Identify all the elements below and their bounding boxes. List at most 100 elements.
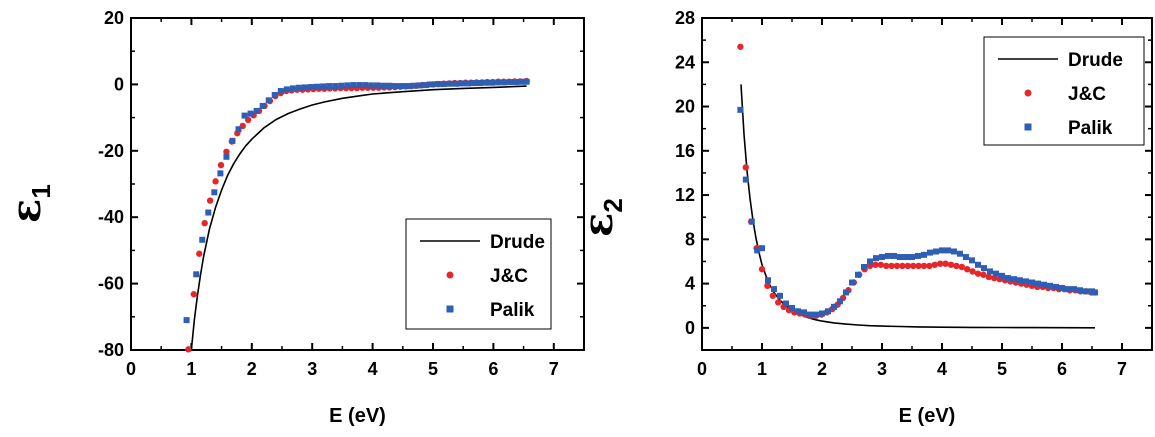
- legend-label: Drude: [1068, 50, 1123, 71]
- y-tick-label: 12: [675, 185, 695, 205]
- palik-point: [891, 252, 897, 259]
- x-tick-label: 6: [488, 359, 498, 379]
- jc-point: [888, 262, 895, 270]
- jc-point: [764, 282, 771, 290]
- palik-point: [1011, 276, 1017, 283]
- palik-point: [1059, 285, 1065, 292]
- palik-point: [229, 137, 236, 144]
- x-tick-label: 5: [428, 359, 438, 379]
- palik-point: [867, 258, 873, 265]
- palik-point: [1041, 281, 1047, 288]
- y-tick-label: -60: [98, 274, 124, 294]
- y-tick-label: 24: [675, 52, 695, 72]
- jc-point: [974, 270, 982, 277]
- palik-point: [1053, 283, 1059, 290]
- jc-point: [217, 161, 225, 169]
- palik-point: [295, 84, 302, 91]
- palik-point: [1005, 275, 1011, 282]
- palik-point: [380, 82, 387, 89]
- palik-point: [253, 107, 260, 114]
- palik-point: [873, 255, 879, 262]
- palik-point: [765, 277, 771, 284]
- palik-point: [789, 304, 795, 311]
- y-tick-label: 0: [685, 318, 695, 338]
- x-tick-label: 4: [937, 359, 947, 379]
- palik-point: [813, 311, 819, 318]
- palik-point: [289, 85, 296, 92]
- palik-point: [410, 82, 417, 89]
- palik-point: [440, 81, 447, 88]
- palik-point: [837, 298, 843, 305]
- jc-point: [953, 262, 960, 270]
- jc-point: [206, 197, 214, 204]
- palik-point: [217, 170, 224, 177]
- y-axis-title: ε2: [575, 198, 628, 237]
- jc-point: [883, 262, 890, 270]
- legend-label: J&C: [1068, 84, 1106, 105]
- jc-point: [737, 43, 744, 50]
- jc-point: [223, 148, 230, 155]
- palik-point: [223, 153, 230, 160]
- legend: Drude J&C Palik: [983, 36, 1145, 146]
- palik-point: [754, 247, 761, 254]
- palik-point: [326, 83, 333, 90]
- palik-point: [458, 80, 465, 87]
- palik-point: [957, 250, 963, 257]
- jc-point: [190, 291, 198, 298]
- palik-point: [307, 84, 314, 91]
- palik-point: [831, 303, 837, 310]
- palik-point: [897, 254, 903, 261]
- palik-point: [374, 82, 381, 89]
- drude-line: [190, 85, 527, 350]
- plot-frame: [701, 17, 1153, 351]
- palik-point: [951, 248, 957, 255]
- palik-point: [1077, 287, 1083, 294]
- legend-label: Drude: [490, 232, 545, 253]
- palik-point: [350, 82, 357, 89]
- palik-point: [849, 279, 855, 286]
- palik-point: [933, 248, 939, 255]
- jc-point: [742, 164, 749, 171]
- palik-point: [825, 308, 831, 315]
- x-tick-label: 0: [126, 359, 136, 379]
- palik-point: [183, 317, 190, 324]
- palik-point: [843, 289, 849, 296]
- palik-point: [368, 82, 375, 89]
- palik-point: [446, 80, 453, 87]
- palik-point: [259, 102, 266, 109]
- palik-point: [465, 80, 472, 87]
- y-axis-title: ε1: [3, 184, 56, 223]
- palik-point: [939, 247, 945, 254]
- palik-point: [993, 270, 999, 277]
- palik-point: [471, 80, 478, 87]
- palik-point: [392, 83, 399, 90]
- jc-point: [947, 261, 955, 268]
- jc-point: [964, 266, 971, 273]
- palik-point: [452, 80, 459, 87]
- legend-box: [983, 36, 1145, 146]
- palik-point: [271, 92, 278, 99]
- x-axis-title: E (eV): [329, 405, 386, 427]
- jc-point: [877, 261, 884, 268]
- palik-point: [523, 78, 530, 85]
- jc-point: [899, 262, 906, 270]
- y-axis-subscript: 1: [26, 184, 56, 198]
- legend-box: [405, 218, 552, 330]
- palik-point: [999, 272, 1005, 279]
- jc-point: [958, 263, 965, 271]
- palik-point: [193, 271, 200, 278]
- jc-point: [775, 299, 782, 306]
- palik-point: [1071, 286, 1077, 293]
- palik-point: [921, 251, 927, 258]
- palik-point: [398, 83, 405, 90]
- x-tick-label: 5: [997, 359, 1007, 379]
- palik-point: [320, 83, 327, 90]
- jc-point: [201, 219, 208, 227]
- palik-point: [777, 292, 783, 299]
- palik-point: [416, 82, 423, 89]
- x-tick-label: 2: [247, 359, 257, 379]
- palik-point: [1047, 282, 1053, 289]
- palik-point: [489, 79, 496, 86]
